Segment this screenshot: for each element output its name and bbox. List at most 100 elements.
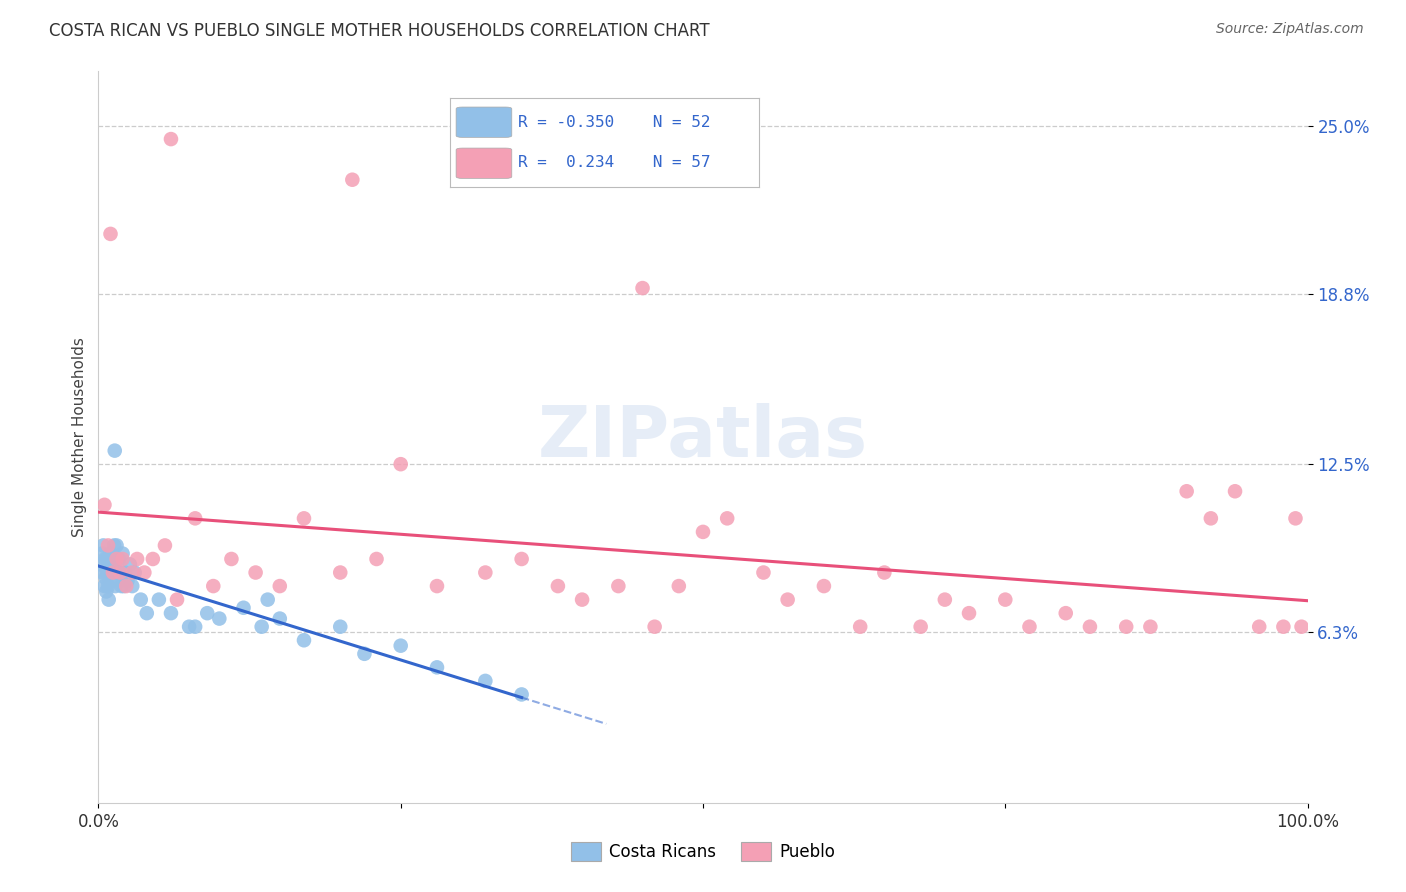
Text: R =  0.234    N = 57: R = 0.234 N = 57 (517, 155, 710, 170)
Point (96, 584, 118, 599)
Point (1018, 620, 1040, 634)
Text: ZIPatlas: ZIPatlas (538, 402, 868, 472)
Point (104, 443, 127, 458)
Point (111, 552, 134, 566)
Point (934, 592, 956, 607)
Point (100, 227, 122, 241)
Point (474, 673, 496, 688)
Point (208, 611, 231, 625)
Point (135, 606, 157, 620)
Point (292, 511, 315, 525)
Point (103, 538, 125, 552)
Point (114, 566, 136, 580)
Point (752, 566, 775, 580)
Point (129, 592, 152, 607)
Point (716, 511, 738, 525)
Point (110, 579, 132, 593)
Point (101, 574, 124, 588)
Point (96, 552, 118, 566)
Point (91, 547, 114, 561)
Point (1175, 484, 1198, 499)
Point (105, 538, 128, 552)
Point (873, 566, 896, 580)
Point (184, 511, 207, 525)
Point (93, 579, 115, 593)
Point (100, 547, 122, 561)
Point (692, 524, 714, 539)
Point (124, 566, 146, 580)
FancyBboxPatch shape (456, 148, 512, 178)
Point (108, 552, 131, 566)
Point (105, 552, 128, 566)
Point (329, 620, 352, 634)
Point (97, 579, 120, 593)
Point (994, 592, 1017, 607)
Point (849, 620, 872, 634)
Point (195, 606, 218, 620)
Point (250, 620, 273, 634)
Point (1249, 620, 1271, 634)
Point (232, 600, 254, 615)
Point (153, 538, 176, 552)
Point (166, 592, 188, 607)
Point (96, 566, 118, 580)
Point (179, 620, 201, 634)
Point (668, 579, 690, 593)
Point (1199, 511, 1222, 525)
Point (292, 633, 315, 648)
Point (631, 281, 654, 295)
Point (107, 566, 129, 580)
Point (100, 558, 122, 572)
Point (117, 574, 139, 588)
Point (127, 552, 149, 566)
Point (1284, 511, 1306, 525)
Point (90, 558, 112, 572)
Point (510, 688, 533, 702)
Point (547, 579, 569, 593)
Point (571, 592, 593, 607)
Point (269, 579, 291, 593)
Point (148, 592, 170, 607)
Point (353, 647, 375, 661)
Point (108, 566, 131, 580)
Point (329, 566, 352, 580)
Point (108, 566, 131, 580)
Point (1223, 484, 1246, 499)
Point (104, 579, 127, 593)
Point (1054, 606, 1077, 620)
Point (97, 592, 120, 607)
Point (98, 558, 121, 572)
Point (1139, 620, 1161, 634)
FancyBboxPatch shape (456, 107, 512, 137)
Point (644, 620, 666, 634)
Point (160, 606, 183, 620)
Point (607, 579, 630, 593)
Point (1291, 620, 1313, 634)
Point (776, 592, 799, 607)
Point (342, 172, 364, 186)
Point (202, 579, 225, 593)
Point (100, 566, 122, 580)
Point (94, 571, 117, 585)
Point (111, 547, 134, 561)
Point (510, 552, 533, 566)
Text: COSTA RICAN VS PUEBLO SINGLE MOTHER HOUSEHOLDS CORRELATION CHART: COSTA RICAN VS PUEBLO SINGLE MOTHER HOUS… (49, 22, 710, 40)
Point (1078, 620, 1101, 634)
Point (426, 660, 449, 674)
Y-axis label: Single Mother Households: Single Mother Households (72, 337, 87, 537)
Point (134, 566, 156, 580)
Text: Source: ZipAtlas.com: Source: ZipAtlas.com (1216, 22, 1364, 37)
Point (93, 498, 115, 512)
Point (389, 639, 412, 653)
Text: R = -0.350    N = 52: R = -0.350 N = 52 (517, 115, 710, 130)
Point (91, 538, 114, 552)
Point (94, 552, 117, 566)
Legend: Costa Ricans, Pueblo: Costa Ricans, Pueblo (564, 835, 842, 868)
Point (121, 566, 143, 580)
Point (813, 579, 835, 593)
Point (389, 457, 412, 471)
Point (957, 606, 980, 620)
Point (101, 552, 124, 566)
Point (269, 611, 291, 625)
Point (221, 552, 243, 566)
